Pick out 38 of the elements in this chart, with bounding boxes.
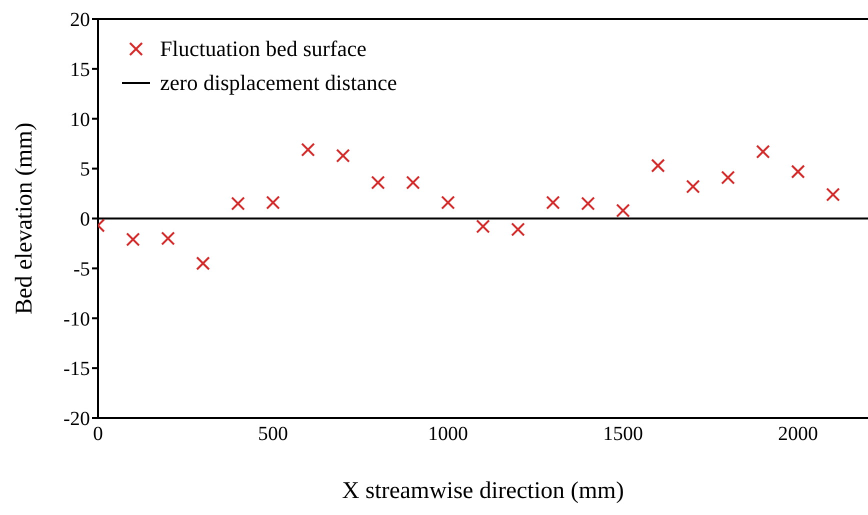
point (791, 164, 805, 179)
x-tick-label: 2000 (778, 423, 818, 446)
point (826, 188, 840, 202)
point (406, 176, 420, 190)
y-tick-label: 15 (70, 58, 90, 81)
point (476, 219, 490, 234)
point (581, 196, 595, 211)
point (266, 196, 280, 210)
y-axis-title: Bed elevation (mm) (12, 122, 38, 314)
y-tick-label: -15 (63, 358, 90, 380)
x-tick-label: 1000 (428, 423, 468, 446)
x-tick-label: 500 (258, 423, 288, 446)
point (511, 222, 525, 236)
point (301, 142, 315, 157)
y-tick-label: 20 (70, 9, 90, 32)
legend-label: Fluctuation bed surface (160, 36, 366, 62)
point (616, 204, 630, 218)
point (756, 144, 770, 159)
point (371, 176, 385, 190)
point (441, 196, 455, 210)
point (231, 196, 245, 211)
point (161, 231, 175, 246)
point (336, 148, 350, 163)
point (546, 196, 560, 210)
x-tick-label: 1500 (603, 423, 643, 446)
point (196, 256, 210, 270)
legend-label: zero displacement distance (160, 70, 398, 96)
point (686, 180, 700, 194)
y-tick-label: -10 (63, 308, 90, 330)
y-tick-label: -20 (63, 408, 90, 430)
y-tick-label: -5 (73, 258, 90, 280)
point (721, 170, 735, 185)
y-tick-label: 0 (80, 208, 90, 231)
point (651, 158, 665, 173)
y-tick-label: 5 (80, 158, 90, 181)
point (126, 232, 140, 246)
x-axis-title: X streamwise direction (mm) (342, 478, 624, 504)
y-tick-label: 10 (70, 108, 90, 131)
